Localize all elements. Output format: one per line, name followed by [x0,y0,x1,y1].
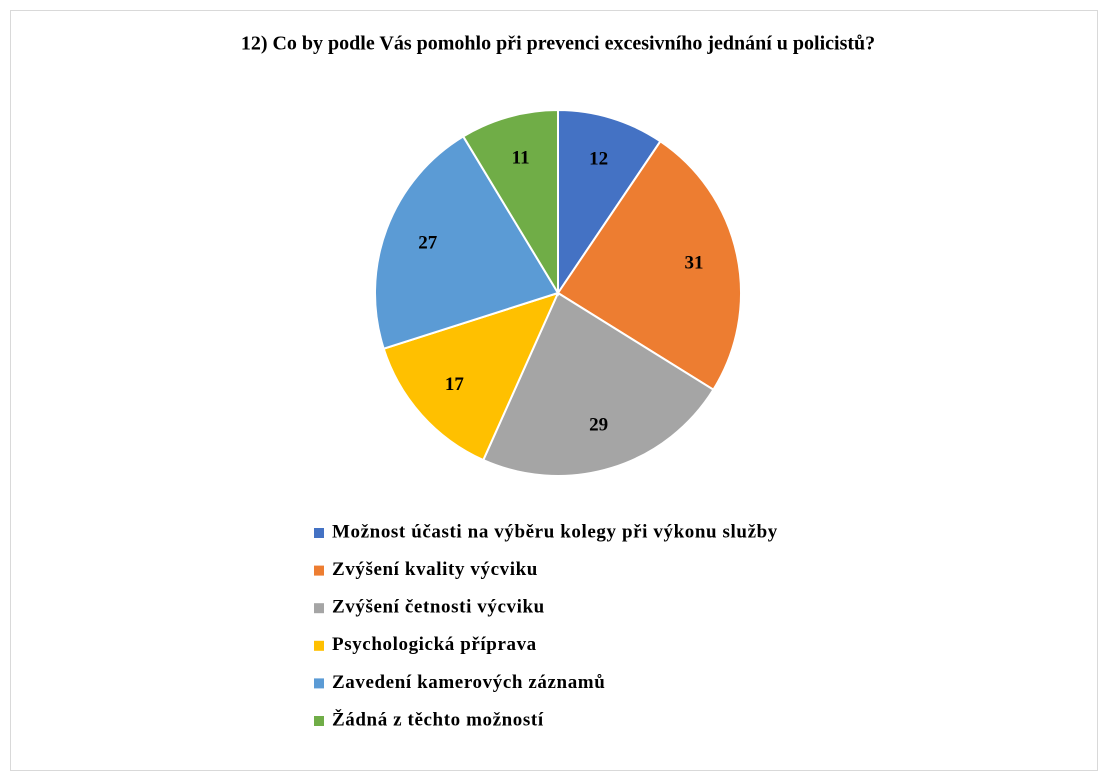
legend-swatch [314,603,324,614]
data-label: 11 [512,147,530,168]
pie-slice [557,108,662,297]
legend-swatch [314,678,324,689]
pie-slice [382,291,560,462]
legend-label: Žádná z těchto možností [332,708,544,730]
pie-slice [461,108,559,297]
data-label: 17 [445,374,465,395]
pie-slice [481,291,715,477]
data-label: 31 [685,252,704,273]
chart-title: 12) Co by podle Vás pomohlo při prevenci… [241,33,875,55]
legend-label: Zvýšení kvality výcviku [332,559,538,580]
legend-label: Zvýšení četnosti výcviku [332,597,545,618]
data-label: 12 [589,148,608,169]
pie-slice [374,135,560,350]
legend-swatch [314,528,324,538]
data-label: 27 [418,233,438,254]
legend-label: Zavedení kamerových záznamů [332,672,605,693]
pie-slice [556,139,742,392]
legend-swatch [314,716,324,726]
legend-label: Možnost účasti na výběru kolegy při výko… [332,521,778,542]
legend-swatch [314,565,324,576]
data-label: 29 [589,414,608,435]
legend-swatch [314,640,324,651]
legend-label: Psychologická příprava [332,634,537,655]
